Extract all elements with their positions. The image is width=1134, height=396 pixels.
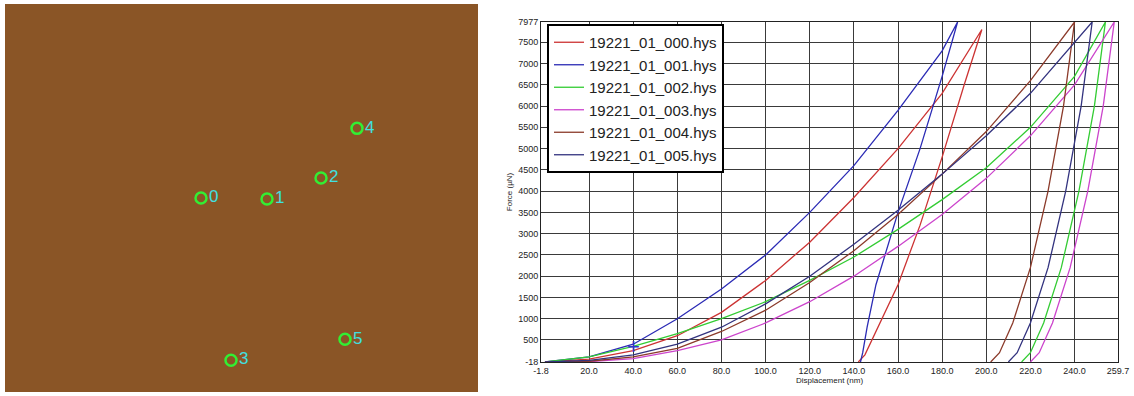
svg-text:259.7: 259.7	[1107, 366, 1130, 376]
svg-text:160.0: 160.0	[887, 366, 910, 376]
svg-text:200.0: 200.0	[975, 366, 998, 376]
svg-text:19221_01_000.hys: 19221_01_000.hys	[589, 34, 717, 51]
svg-text:5000: 5000	[518, 144, 538, 154]
svg-text:80.0: 80.0	[713, 366, 731, 376]
svg-text:100.0: 100.0	[754, 366, 777, 376]
svg-text:4000: 4000	[518, 186, 538, 196]
svg-text:240.0: 240.0	[1063, 366, 1086, 376]
svg-text:19221_01_001.hys: 19221_01_001.hys	[589, 57, 717, 74]
svg-text:+: +	[627, 334, 640, 359]
svg-text:40.0: 40.0	[624, 366, 642, 376]
svg-text:6000: 6000	[518, 101, 538, 111]
svg-text:1500: 1500	[518, 293, 538, 303]
svg-text:6500: 6500	[518, 80, 538, 90]
svg-text:3500: 3500	[518, 208, 538, 218]
svg-text:140.0: 140.0	[843, 366, 866, 376]
svg-text:Displacement (nm): Displacement (nm)	[796, 376, 863, 385]
svg-text:500: 500	[523, 335, 538, 345]
svg-text:1000: 1000	[518, 314, 538, 324]
svg-text:0: 0	[209, 187, 218, 206]
svg-text:120.0: 120.0	[798, 366, 821, 376]
svg-text:4: 4	[365, 118, 374, 137]
svg-text:Force (µN): Force (µN)	[505, 172, 514, 211]
svg-text:20.0: 20.0	[580, 366, 598, 376]
svg-text:19221_01_002.hys: 19221_01_002.hys	[589, 79, 717, 96]
svg-text:180.0: 180.0	[931, 366, 954, 376]
svg-text:4500: 4500	[518, 165, 538, 175]
svg-text:5500: 5500	[518, 122, 538, 132]
svg-text:2: 2	[329, 167, 338, 186]
svg-text:1: 1	[275, 188, 284, 207]
svg-text:-18: -18	[525, 357, 538, 367]
svg-text:220.0: 220.0	[1019, 366, 1042, 376]
svg-text:-1.8: -1.8	[533, 366, 549, 376]
svg-text:19221_01_004.hys: 19221_01_004.hys	[589, 124, 717, 141]
svg-text:19221_01_003.hys: 19221_01_003.hys	[589, 102, 717, 119]
svg-text:3000: 3000	[518, 229, 538, 239]
svg-text:7500: 7500	[518, 37, 538, 47]
svg-text:7977: 7977	[518, 17, 538, 27]
svg-text:5: 5	[353, 329, 362, 348]
svg-text:3: 3	[239, 349, 248, 368]
svg-text:2000: 2000	[518, 271, 538, 281]
svg-text:60.0: 60.0	[669, 366, 687, 376]
svg-text:19221_01_005.hys: 19221_01_005.hys	[589, 147, 717, 164]
svg-text:7000: 7000	[518, 59, 538, 69]
svg-text:2500: 2500	[518, 250, 538, 260]
